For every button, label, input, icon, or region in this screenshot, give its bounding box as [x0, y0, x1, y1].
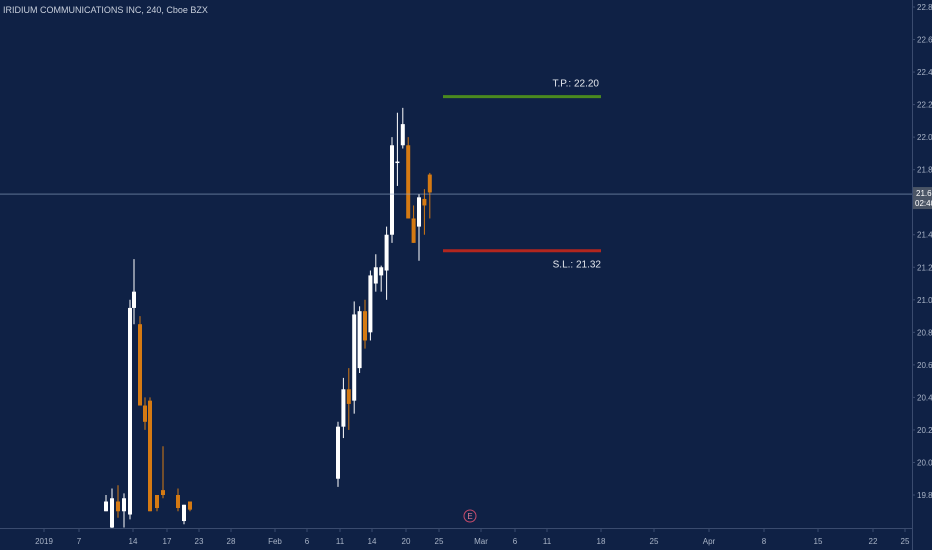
x-tick-label: 2019	[35, 537, 53, 546]
candle-body	[373, 267, 378, 284]
candle-body	[417, 197, 421, 227]
x-tick-label: 8	[762, 537, 767, 546]
earnings-marker-label: E	[467, 512, 472, 521]
candle-body	[411, 218, 416, 243]
x-tick-label: 23	[195, 537, 204, 546]
candle-body	[395, 161, 400, 164]
candle-body	[406, 145, 411, 219]
x-tick-label: 17	[163, 537, 172, 546]
candle-body	[116, 501, 120, 512]
x-tick-label: 25	[650, 537, 659, 546]
x-tick-label: Feb	[268, 537, 282, 546]
x-tick-label: 25	[435, 537, 444, 546]
y-tick-label: 22.00	[917, 133, 932, 142]
x-tick-label: 11	[336, 537, 345, 546]
y-tick-label: 22.20	[917, 101, 932, 110]
x-tick-label: 7	[77, 537, 82, 546]
candle-body	[143, 405, 147, 422]
y-tick-label: 20.00	[917, 458, 932, 467]
candle-body	[357, 311, 362, 369]
x-tick-label: 6	[305, 537, 310, 546]
candle-body	[138, 324, 142, 406]
x-tick-label: 14	[368, 537, 377, 546]
current-price-label: 21.65	[916, 189, 932, 198]
candle-body	[155, 495, 159, 509]
x-tick-label: 11	[543, 537, 552, 546]
plot-background	[0, 0, 912, 528]
candle-body	[341, 389, 346, 427]
candle-body	[122, 498, 126, 512]
candle-body	[104, 501, 108, 512]
candle-body	[384, 234, 389, 271]
y-tick-label: 21.80	[917, 166, 932, 175]
y-tick-label: 19.80	[917, 491, 932, 500]
candle-body	[390, 145, 394, 235]
x-tick-label: Mar	[474, 537, 488, 546]
candle-body	[148, 400, 152, 512]
y-tick-label: 21.20	[917, 263, 932, 272]
y-tick-label: 22.40	[917, 68, 932, 77]
candle-body	[128, 307, 132, 515]
candle-body	[336, 426, 340, 479]
y-tick-label: 21.00	[917, 296, 932, 305]
x-tick-label: 20	[402, 537, 411, 546]
x-tick-label: 15	[814, 537, 823, 546]
candle-body	[400, 124, 405, 146]
chart-title: IRIDIUM COMMUNICATIONS INC, 240, Cboe BZ…	[3, 5, 208, 15]
current-price-timer: 02:40:54	[915, 199, 932, 208]
candle-body	[182, 504, 186, 522]
x-tick-label: Apr	[703, 537, 716, 546]
candle-body	[110, 498, 114, 528]
candle-body	[188, 501, 192, 510]
x-axis[interactable]: 2019 7 14 17 23 28 Feb 6 11 14 20 25 Mar 6 11 18 25 Apr 8 1…	[0, 528, 912, 550]
candle-body	[176, 495, 180, 509]
candle-body	[368, 275, 373, 333]
x-tick-label: 28	[227, 537, 236, 546]
earnings-marker	[463, 509, 477, 523]
y-tick-label: 22.80	[917, 3, 932, 12]
x-axis-panel	[0, 528, 912, 550]
take-profit-label: T.P.: 22.20	[552, 79, 599, 90]
candle-body	[132, 291, 136, 308]
annotation-lines: T.P.: 22.20 S.L.: 21.32 E	[0, 79, 912, 523]
y-axis[interactable]: 22.8022.6022.4022.2022.0021.8021.6021.40…	[912, 0, 932, 550]
y-tick-label: 20.40	[917, 393, 932, 402]
candles	[104, 107, 432, 528]
candle-body	[161, 490, 165, 495]
x-tick-label: 14	[129, 537, 138, 546]
y-tick-label: 20.60	[917, 361, 932, 370]
y-tick-label: 22.60	[917, 36, 932, 45]
y-tick-label: 21.40	[917, 231, 932, 240]
candle-body	[352, 314, 357, 401]
x-tick-label: 25	[901, 537, 910, 546]
candle-body	[346, 389, 351, 404]
candle-body	[363, 311, 367, 341]
candle-body	[422, 198, 427, 206]
x-tick-label: 22	[869, 537, 878, 546]
y-tick-label: 20.80	[917, 328, 932, 337]
candle-body	[427, 174, 432, 193]
current-price-box	[913, 187, 932, 210]
x-tick-label: 18	[597, 537, 606, 546]
stop-loss-label: S.L.: 21.32	[553, 260, 602, 271]
y-tick-label: 20.20	[917, 426, 932, 435]
x-tick-label: 6	[513, 537, 518, 546]
y-axis-panel	[912, 0, 932, 550]
candle-body	[379, 267, 384, 276]
